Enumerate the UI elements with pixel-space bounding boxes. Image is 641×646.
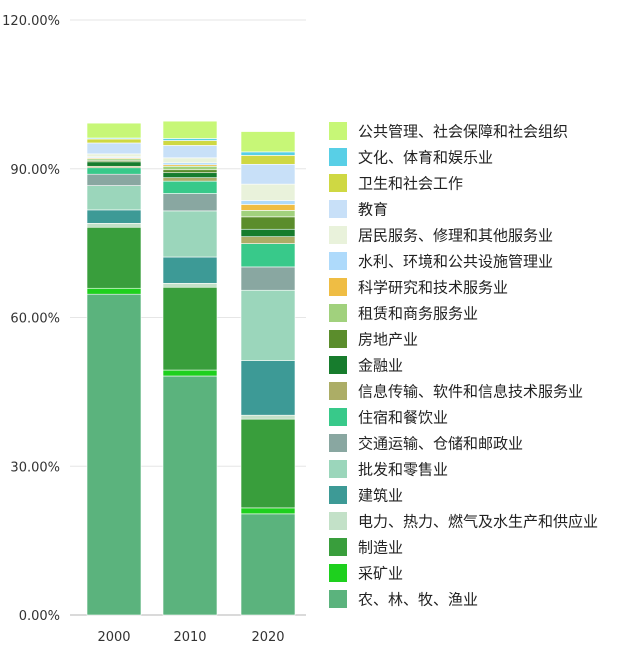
bar-segment bbox=[86, 287, 142, 295]
bar-segment bbox=[162, 169, 218, 174]
legend-label: 金融业 bbox=[358, 357, 403, 375]
bar-segment bbox=[86, 153, 142, 158]
bar-segment bbox=[86, 173, 142, 186]
bar-segment bbox=[162, 282, 218, 288]
legend-label: 教育 bbox=[358, 201, 388, 219]
bar-segment bbox=[86, 138, 142, 144]
bar-segment bbox=[162, 210, 218, 258]
legend-label: 文化、体育和娱乐业 bbox=[358, 149, 493, 167]
legend-swatch bbox=[329, 382, 347, 400]
y-tick-label: 60.00% bbox=[10, 312, 60, 327]
legend-swatch bbox=[329, 174, 347, 192]
bar-segment bbox=[162, 172, 218, 178]
legend-label: 批发和零售业 bbox=[358, 461, 448, 479]
bar-segment bbox=[162, 286, 218, 371]
y-axis: 0.00% 30.00% 60.00% 90.00% 120.00% bbox=[2, 14, 60, 624]
y-tick-label: 30.00% bbox=[10, 460, 60, 475]
legend-swatch bbox=[329, 200, 347, 218]
legend-label: 居民服务、修理和其他服务业 bbox=[358, 227, 553, 245]
bar-segment bbox=[240, 243, 296, 268]
legend-label: 卫生和社会工作 bbox=[358, 175, 463, 193]
bar-segment bbox=[240, 183, 296, 201]
bar-segment bbox=[86, 222, 142, 228]
bar-segment bbox=[162, 145, 218, 159]
legend-swatch bbox=[329, 408, 347, 426]
bar-segment bbox=[240, 210, 296, 218]
legend-label: 信息传输、软件和信息技术服务业 bbox=[358, 383, 583, 401]
bar-segment bbox=[240, 200, 296, 205]
bar-segment bbox=[162, 375, 218, 616]
bar-segment bbox=[240, 163, 296, 185]
y-tick-label: 90.00% bbox=[10, 163, 60, 178]
bar-segment bbox=[240, 155, 296, 165]
bar-segment bbox=[86, 209, 142, 224]
legend-label: 房地产业 bbox=[358, 331, 418, 349]
legend-swatch bbox=[329, 226, 347, 244]
x-tick-label: 2000 bbox=[97, 630, 130, 645]
legend-swatch bbox=[329, 278, 347, 296]
bar-segment bbox=[86, 293, 142, 616]
bar-segment bbox=[162, 177, 218, 182]
bar-segment bbox=[162, 157, 218, 164]
y-tick-label: 120.00% bbox=[2, 14, 60, 29]
legend-swatch bbox=[329, 356, 347, 374]
bar-segment bbox=[240, 507, 296, 515]
legend-label: 住宿和餐饮业 bbox=[358, 409, 448, 427]
bar-segment bbox=[162, 180, 218, 194]
x-axis: 2000 2010 2020 bbox=[97, 630, 284, 645]
bar-segment bbox=[86, 122, 142, 139]
bar-segment bbox=[240, 151, 296, 156]
bar-segment bbox=[240, 513, 296, 616]
bar-segment bbox=[240, 131, 296, 153]
bar-segment bbox=[240, 414, 296, 420]
bar-segment bbox=[240, 228, 296, 237]
legend-label: 水利、环境和公共设施管理业 bbox=[358, 253, 553, 271]
bar-segment bbox=[162, 165, 218, 171]
legend-swatch bbox=[329, 460, 347, 478]
legend-swatch bbox=[329, 148, 347, 166]
bar-segment bbox=[240, 360, 296, 416]
legend: 公共管理、社会保障和社会组织文化、体育和娱乐业卫生和社会工作教育居民服务、修理和… bbox=[329, 122, 598, 609]
legend-label: 电力、热力、燃气及水生产和供应业 bbox=[358, 513, 598, 531]
bar-segment bbox=[162, 369, 218, 377]
legend-label: 农、林、牧、渔业 bbox=[358, 591, 478, 609]
legend-label: 采矿业 bbox=[358, 565, 403, 583]
legend-swatch bbox=[329, 122, 347, 140]
legend-swatch bbox=[329, 434, 347, 452]
legend-swatch bbox=[329, 304, 347, 322]
bar-segment bbox=[86, 226, 142, 289]
legend-swatch bbox=[329, 538, 347, 556]
bar-segment bbox=[240, 216, 296, 230]
bar-segment bbox=[240, 418, 296, 509]
y-tick-label: 0.00% bbox=[19, 609, 60, 624]
legend-swatch bbox=[329, 590, 347, 608]
legend-swatch bbox=[329, 564, 347, 582]
legend-swatch bbox=[329, 486, 347, 504]
bar-segment bbox=[162, 193, 218, 212]
bar-segment bbox=[240, 204, 296, 211]
bars bbox=[86, 120, 296, 616]
bar-segment bbox=[162, 140, 218, 146]
bar-segment bbox=[86, 161, 142, 167]
bar-segment bbox=[162, 120, 218, 139]
x-tick-label: 2020 bbox=[251, 630, 284, 645]
bar-segment bbox=[240, 236, 296, 244]
x-tick-label: 2010 bbox=[173, 630, 206, 645]
legend-label: 制造业 bbox=[358, 539, 403, 557]
legend-label: 建筑业 bbox=[358, 487, 403, 505]
legend-label: 租赁和商务服务业 bbox=[358, 305, 478, 323]
legend-swatch bbox=[329, 330, 347, 348]
legend-swatch bbox=[329, 512, 347, 530]
legend-label: 公共管理、社会保障和社会组织 bbox=[358, 123, 568, 141]
bar-segment bbox=[240, 289, 296, 361]
bar-segment bbox=[86, 185, 142, 211]
legend-label: 交通运输、仓储和邮政业 bbox=[358, 435, 523, 453]
legend-swatch bbox=[329, 252, 347, 270]
bar-segment bbox=[86, 167, 142, 175]
bar-segment bbox=[162, 256, 218, 284]
bar-segment bbox=[240, 266, 296, 291]
legend-label: 科学研究和技术服务业 bbox=[358, 279, 508, 297]
bar-segment bbox=[86, 142, 142, 155]
